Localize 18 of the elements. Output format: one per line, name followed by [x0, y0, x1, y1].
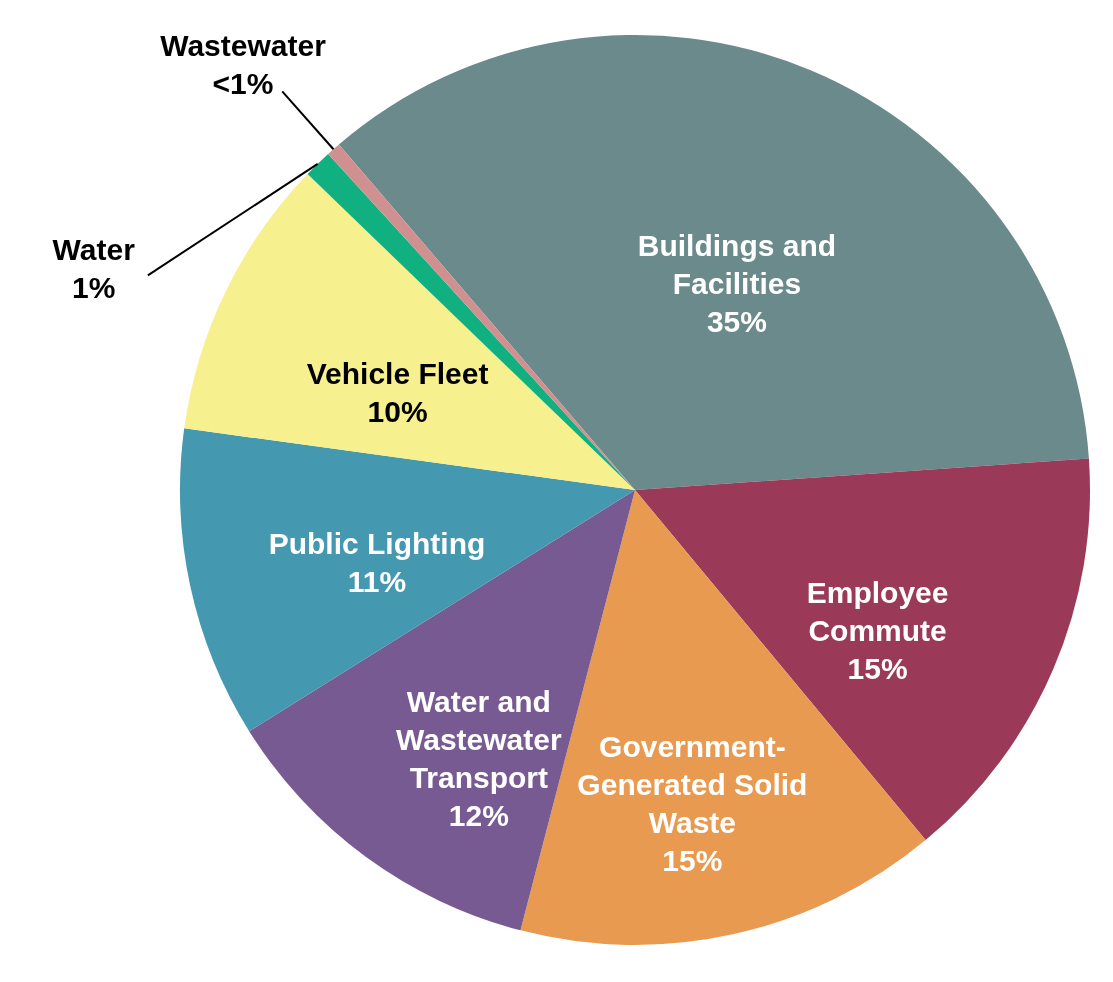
data-label: 35% — [706, 304, 767, 338]
data-label: 12% — [448, 798, 509, 832]
slice-label: Water and Wastewater Transport — [396, 684, 562, 794]
slice-label: Wastewater — [160, 29, 327, 63]
slice-label: Buildings and Facilities — [637, 228, 837, 300]
data-label: 1% — [72, 271, 116, 305]
data-label: <1% — [212, 67, 274, 101]
pie-slice — [180, 428, 635, 732]
slice-label: Employee Commute — [806, 575, 949, 647]
data-label: 11% — [347, 565, 407, 599]
data-label: 15% — [847, 651, 908, 685]
slice-label: Water — [52, 233, 136, 267]
slice-label: Public Lighting — [268, 527, 486, 561]
data-label: 15% — [662, 843, 723, 877]
pie-slice — [184, 174, 635, 490]
slice-label: Vehicle Fleet — [306, 356, 489, 390]
slice-label: Government-Generated Solid Waste — [577, 729, 808, 839]
data-label: 10% — [367, 394, 428, 428]
